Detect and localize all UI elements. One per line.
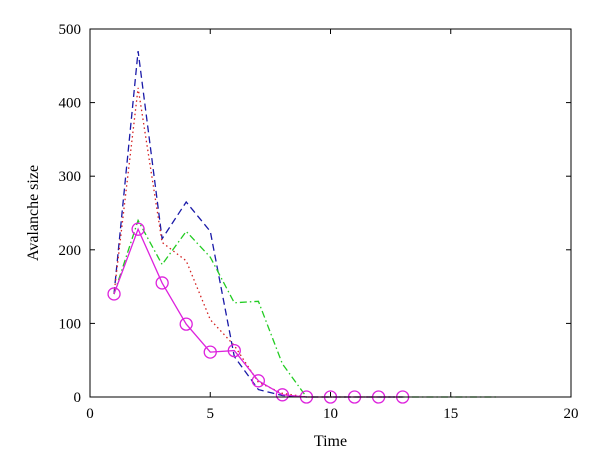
x-axis-label: Time [314,433,347,450]
data-point [131,222,145,236]
plot-series [107,51,499,404]
data-point [107,287,121,301]
series-0 [113,51,403,398]
plot-frame [89,28,572,398]
y-tick-label: 200 [59,243,82,259]
series-3 [107,222,410,404]
series-line [113,51,403,398]
y-tick-label: 400 [59,96,82,112]
data-point [251,374,266,388]
x-tick-label: 20 [564,406,579,422]
y-tick-label: 500 [59,22,82,38]
x-tick-label: 10 [323,406,338,422]
x-tick-label: 0 [86,406,94,422]
y-tick-label: 300 [59,169,82,185]
axis-ticks [89,28,572,398]
series-1 [113,87,403,398]
y-axis-label: Avalanche size [25,165,42,261]
data-point [179,317,193,331]
x-tick-label: 15 [443,406,458,422]
y-tick-label: 0 [74,390,82,406]
data-point [203,345,217,359]
series-line [113,218,499,398]
x-tick-label: 5 [207,406,215,422]
data-point [155,276,169,290]
series-2 [113,218,499,398]
y-tick-label: 100 [59,316,82,332]
data-point [275,388,290,402]
data-point [227,343,241,358]
series-line [113,87,403,398]
